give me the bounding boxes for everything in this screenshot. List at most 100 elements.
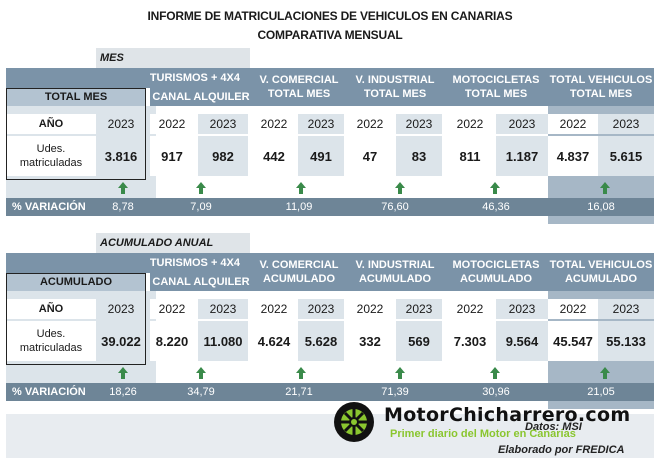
year-row-label: AÑO bbox=[6, 114, 96, 134]
variation-cell: 76,60 bbox=[346, 198, 444, 216]
units-row-label-line-1: Udes. bbox=[36, 143, 66, 155]
up-arrow-icon bbox=[118, 182, 128, 194]
units-value-cell: 45.547 bbox=[548, 321, 598, 361]
units-row-label: Udes. matriculadas bbox=[6, 136, 96, 176]
units-value-cell: 442 bbox=[252, 136, 296, 176]
variation-cell: 18,26 bbox=[96, 383, 150, 401]
brand-name: MotorChicharrero.com bbox=[384, 404, 631, 426]
vindustrial-header: V. INDUSTRIAL TOTAL MES bbox=[346, 68, 444, 106]
up-arrow-icon bbox=[600, 182, 610, 194]
up-arrow-icon bbox=[296, 182, 306, 194]
units-value-cell: 55.133 bbox=[598, 321, 654, 361]
units-value-cell: 11.080 bbox=[198, 321, 248, 361]
up-arrow-icon bbox=[118, 367, 128, 379]
year-cell: 2023 bbox=[496, 299, 548, 319]
variation-cell: 21,71 bbox=[252, 383, 346, 401]
variation-cell: 34,79 bbox=[150, 383, 252, 401]
units-value-cell: 332 bbox=[346, 321, 394, 361]
year-cell: 2022 bbox=[252, 114, 296, 134]
units-row-label: Udes. matriculadas bbox=[6, 321, 96, 361]
units-row-label-line-2: matriculadas bbox=[19, 157, 83, 169]
variation-cell: 21,05 bbox=[548, 383, 654, 401]
year-cell: 2022 bbox=[548, 114, 598, 134]
turismos-group-header: TURISMOS + 4X4 bbox=[6, 68, 252, 88]
motorcycles-header-line-2: TOTAL MES bbox=[464, 88, 528, 100]
elaborated-by: Elaborado por FREDICA bbox=[498, 444, 625, 456]
total-vehicles-header-line-1: TOTAL VEHICULOS bbox=[549, 259, 653, 271]
year-cell: 2023 bbox=[298, 114, 344, 134]
units-value-cell: 4.624 bbox=[252, 321, 296, 361]
units-row-label-line-1: Udes. bbox=[36, 328, 66, 340]
variation-cell: 8,78 bbox=[96, 198, 150, 216]
year-cell: 2022 bbox=[444, 114, 496, 134]
motorcycles-header: MOTOCICLETAS ACUMULADO bbox=[444, 253, 548, 291]
year-cell: 2023 bbox=[396, 299, 442, 319]
footer-band bbox=[6, 414, 654, 458]
year-cell: 2023 bbox=[396, 114, 442, 134]
wheel-logo-icon bbox=[334, 402, 374, 442]
year-cell: 2023 bbox=[96, 114, 146, 134]
units-value-cell: 47 bbox=[346, 136, 394, 176]
variation-cell: 30,96 bbox=[444, 383, 548, 401]
variation-label: % VARIACIÓN bbox=[6, 198, 96, 216]
vindustrial-header-line-1: V. INDUSTRIAL bbox=[355, 259, 435, 271]
total-highlight-box bbox=[6, 273, 146, 365]
vcomercial-header: V. COMERCIAL ACUMULADO bbox=[252, 253, 346, 291]
vindustrial-header: V. INDUSTRIAL ACUMULADO bbox=[346, 253, 444, 291]
year-cell: 2022 bbox=[346, 114, 394, 134]
variation-cell: 46,36 bbox=[444, 198, 548, 216]
year-cell: 2023 bbox=[298, 299, 344, 319]
year-cell: 2022 bbox=[444, 299, 496, 319]
total-vehicles-header-line-1: TOTAL VEHICULOS bbox=[549, 74, 653, 86]
units-value-cell: 8.220 bbox=[150, 321, 194, 361]
motorcycles-header-line-2: ACUMULADO bbox=[459, 273, 533, 285]
total-vehicles-header-line-2: ACUMULADO bbox=[564, 273, 638, 285]
up-arrow-icon bbox=[490, 367, 500, 379]
units-value-cell: 917 bbox=[150, 136, 194, 176]
vindustrial-header-line-2: TOTAL MES bbox=[363, 88, 427, 100]
units-value-cell: 569 bbox=[396, 321, 442, 361]
units-row-label-line-2: matriculadas bbox=[19, 342, 83, 354]
year-cell: 2023 bbox=[598, 114, 654, 134]
section-label: MES bbox=[96, 48, 250, 68]
turismos-group-header: TURISMOS + 4X4 bbox=[6, 253, 252, 273]
vcomercial-header-line-2: ACUMULADO bbox=[262, 273, 336, 285]
year-cell: 2023 bbox=[96, 299, 146, 319]
year-cell: 2022 bbox=[548, 299, 598, 319]
units-value-cell: 5.615 bbox=[598, 136, 654, 176]
canal-subheader: CANAL ALQUILER bbox=[150, 273, 252, 291]
units-value-cell: 39.022 bbox=[96, 321, 146, 361]
title-line-1: INFORME DE MATRICULACIONES DE VEHICULOS … bbox=[147, 9, 513, 23]
vcomercial-header-line-1: V. COMERCIAL bbox=[259, 259, 339, 271]
vcomercial-header-line-1: V. COMERCIAL bbox=[259, 74, 339, 86]
total-vehicles-header-line-2: TOTAL MES bbox=[569, 88, 633, 100]
total-subheader: TOTAL MES bbox=[6, 88, 146, 106]
year-row-label: AÑO bbox=[6, 299, 96, 319]
units-value-cell: 491 bbox=[298, 136, 344, 176]
year-cell: 2023 bbox=[198, 299, 248, 319]
variation-cell: 16,08 bbox=[548, 198, 654, 216]
variation-cell: 7,09 bbox=[150, 198, 252, 216]
up-arrow-icon bbox=[600, 367, 610, 379]
units-value-cell: 5.628 bbox=[298, 321, 344, 361]
total-vehicles-header: TOTAL VEHICULOS ACUMULADO bbox=[548, 253, 654, 291]
units-value-cell: 3.816 bbox=[96, 136, 146, 176]
year-cell: 2022 bbox=[150, 299, 194, 319]
motorcycles-header-line-1: MOTOCICLETAS bbox=[452, 259, 540, 271]
section-label: ACUMULADO ANUAL bbox=[96, 233, 250, 253]
up-arrow-icon bbox=[395, 367, 405, 379]
variation-cell: 11,09 bbox=[252, 198, 346, 216]
motorcycles-header-line-1: MOTOCICLETAS bbox=[452, 74, 540, 86]
year-cell: 2023 bbox=[598, 299, 654, 319]
vindustrial-header-line-2: ACUMULADO bbox=[358, 273, 432, 285]
vindustrial-header-line-1: V. INDUSTRIAL bbox=[355, 74, 435, 86]
units-value-cell: 7.303 bbox=[444, 321, 496, 361]
units-value-cell: 9.564 bbox=[496, 321, 548, 361]
total-vehicles-header: TOTAL VEHICULOS TOTAL MES bbox=[548, 68, 654, 106]
year-cell: 2022 bbox=[252, 299, 296, 319]
vcomercial-header-line-2: TOTAL MES bbox=[267, 88, 331, 100]
up-arrow-icon bbox=[395, 182, 405, 194]
year-cell: 2022 bbox=[346, 299, 394, 319]
up-arrow-icon bbox=[296, 367, 306, 379]
units-value-cell: 1.187 bbox=[496, 136, 548, 176]
